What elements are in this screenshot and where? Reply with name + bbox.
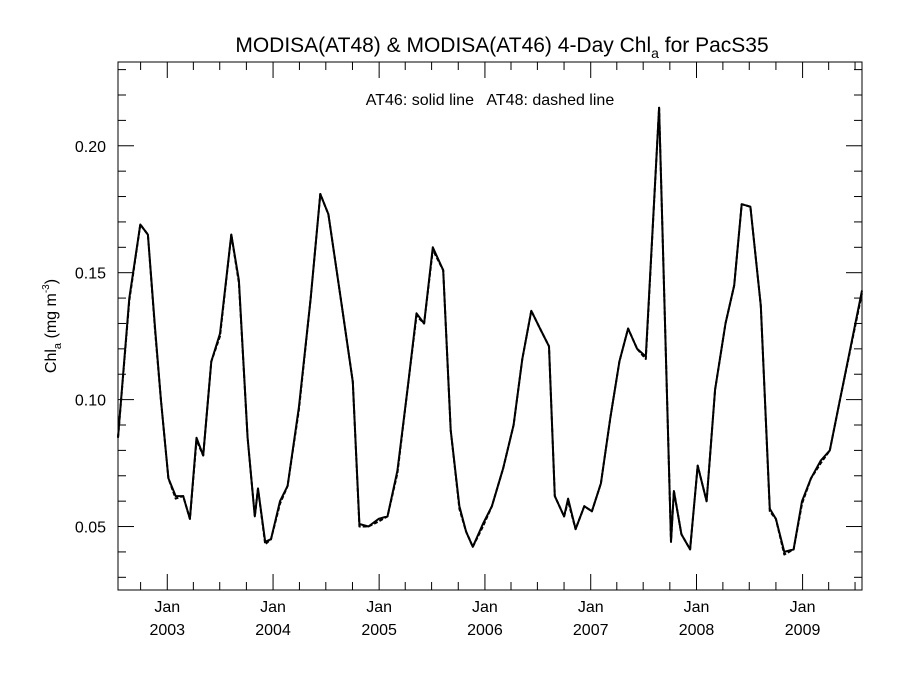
series-layer bbox=[117, 106, 863, 556]
x-tick-label-month: Jan bbox=[684, 599, 710, 616]
y-tick-label: 0.15 bbox=[75, 266, 106, 283]
series-line-at46 bbox=[117, 106, 863, 553]
legend-annotation: AT46: solid line AT48: dashed line bbox=[366, 92, 615, 109]
x-tick-label-year: 2003 bbox=[149, 622, 185, 639]
series-line-at48 bbox=[117, 106, 863, 556]
chart-title: MODISA(AT48) & MODISA(AT46) 4-Day Chla f… bbox=[235, 34, 768, 61]
x-tick-label-year: 2008 bbox=[679, 622, 715, 639]
x-tick-label-month: Jan bbox=[578, 599, 604, 616]
x-tick-label-year: 2004 bbox=[255, 622, 291, 639]
x-tick-label-month: Jan bbox=[790, 599, 816, 616]
x-tick-label-month: Jan bbox=[472, 599, 498, 616]
y-axis-ticks: 0.05 0.10 0.15 0.20 bbox=[75, 69, 862, 578]
x-axis-ticks: Jan 2003 Jan 2004 Jan 2005 Jan 2006 Jan 2007 Jan 20… bbox=[140, 62, 856, 639]
x-tick-label-year: 2007 bbox=[573, 622, 609, 639]
x-tick-label-month: Jan bbox=[154, 599, 180, 616]
x-tick-label-year: 2006 bbox=[467, 622, 503, 639]
y-tick-label: 0.20 bbox=[75, 139, 106, 156]
x-tick-label-month: Jan bbox=[366, 599, 392, 616]
y-tick-label: 0.10 bbox=[75, 393, 106, 410]
x-tick-label-year: 2005 bbox=[361, 622, 397, 639]
y-tick-label: 0.05 bbox=[75, 520, 106, 537]
x-tick-label-month: Jan bbox=[260, 599, 286, 616]
x-tick-label-year: 2009 bbox=[785, 622, 821, 639]
plot-frame bbox=[117, 61, 863, 591]
y-axis-label: Chla (mg m-3) bbox=[41, 279, 64, 373]
